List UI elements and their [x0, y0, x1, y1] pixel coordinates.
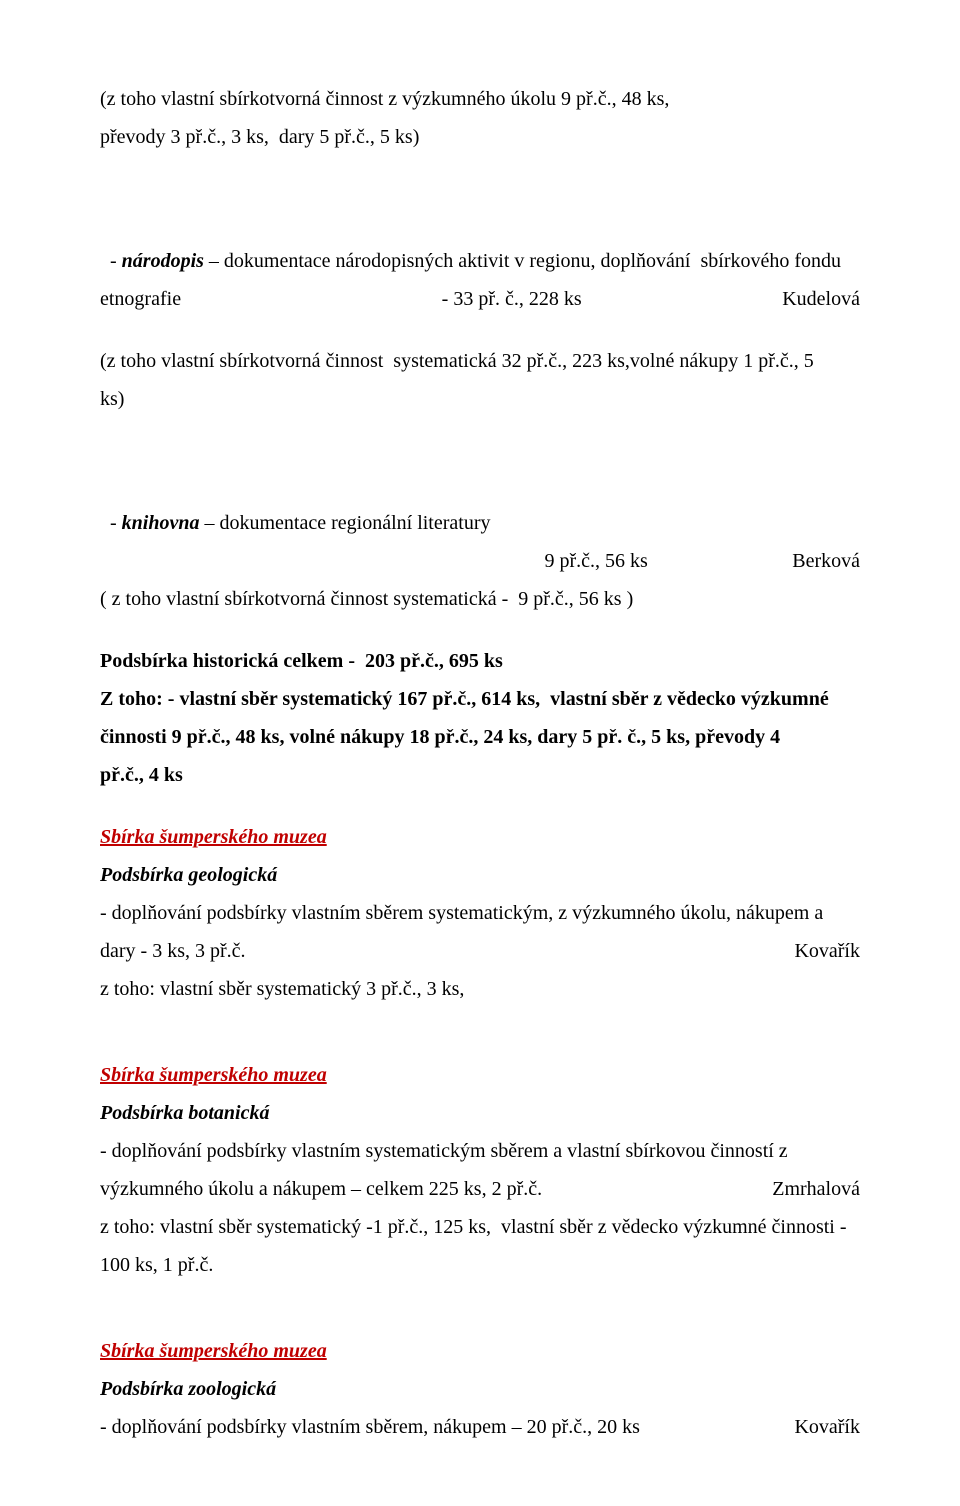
summary-heading: Podsbírka historická celkem - 203 př.č.,… [100, 642, 860, 680]
row-left: etnografie [100, 280, 181, 318]
text-row: etnografie - 33 př. č., 228 ks Kudelová [100, 280, 860, 318]
row-right: Kovařík [794, 1408, 860, 1446]
text-line: - doplňování podsbírky vlastním sběrem s… [100, 894, 860, 932]
row-left: výzkumného úkolu a nákupem – celkem 225 … [100, 1170, 542, 1208]
text-line: 100 ks, 1 př.č. [100, 1246, 860, 1284]
text-row: dary - 3 ks, 3 př.č. Kovařík [100, 932, 860, 970]
text-line: - doplňování podsbírky vlastním systemat… [100, 1132, 860, 1170]
item-name: knihovna [122, 512, 200, 534]
summary-line: činnosti 9 př.č., 48 ks, volné nákupy 18… [100, 718, 860, 756]
row-mid: 9 př.č., 56 ks [544, 542, 647, 580]
list-marker: - [110, 512, 122, 534]
row-right: Kudelová [782, 280, 860, 318]
text-row: výzkumného úkolu a nákupem – celkem 225 … [100, 1170, 860, 1208]
row-left: - doplňování podsbírky vlastním sběrem, … [100, 1408, 640, 1446]
row-right: Berková [792, 542, 860, 580]
row-left: dary - 3 ks, 3 př.č. [100, 932, 246, 970]
text-row: 9 př.č., 56 ks Berková [100, 542, 860, 580]
text-line: (z toho vlastní sbírkotvorná činnost z v… [100, 80, 860, 118]
text-line: ks) [100, 380, 860, 418]
item-description: – dokumentace národopisných aktivit v re… [204, 250, 841, 272]
text-line: z toho: vlastní sběr systematický -1 př.… [100, 1208, 860, 1246]
item-description: – dokumentace regionální literatury [199, 512, 490, 534]
text-line: (z toho vlastní sbírkotvorná činnost sys… [100, 342, 860, 380]
heading-text: Sbírka šumperského muzea [100, 826, 327, 848]
list-marker: - [110, 250, 122, 272]
summary-line: Z toho: - vlastní sběr systematický 167 … [100, 680, 860, 718]
heading-text: Sbírka šumperského muzea [100, 1064, 327, 1086]
text-line: - národopis – dokumentace národopisných … [100, 204, 860, 280]
subheading-text: Podsbírka botanická [100, 1102, 269, 1124]
text-line: z toho: vlastní sběr systematický 3 př.č… [100, 970, 860, 1008]
subheading-text: Podsbírka geologická [100, 864, 277, 886]
text-line: ( z toho vlastní sbírkotvorná činnost sy… [100, 580, 860, 618]
text-row: - doplňování podsbírky vlastním sběrem, … [100, 1408, 860, 1446]
item-name: národopis [122, 250, 204, 272]
text-line: - knihovna – dokumentace regionální lite… [100, 466, 860, 542]
subcollection-heading: Podsbírka botanická [100, 1094, 860, 1132]
collection-heading: Sbírka šumperského muzea [100, 1332, 860, 1370]
row-left [100, 542, 340, 580]
collection-heading: Sbírka šumperského muzea [100, 818, 860, 856]
subheading-text: Podsbírka zoologická [100, 1378, 276, 1400]
subcollection-heading: Podsbírka zoologická [100, 1370, 860, 1408]
summary-line: př.č., 4 ks [100, 756, 860, 794]
row-mid: - 33 př. č., 228 ks [442, 280, 582, 318]
row-right: Kovařík [794, 932, 860, 970]
subcollection-heading: Podsbírka geologická [100, 856, 860, 894]
heading-text: Sbírka šumperského muzea [100, 1340, 327, 1362]
collection-heading: Sbírka šumperského muzea [100, 1056, 860, 1094]
text-line: převody 3 př.č., 3 ks, dary 5 př.č., 5 k… [100, 118, 860, 156]
row-right: Zmrhalová [772, 1170, 860, 1208]
